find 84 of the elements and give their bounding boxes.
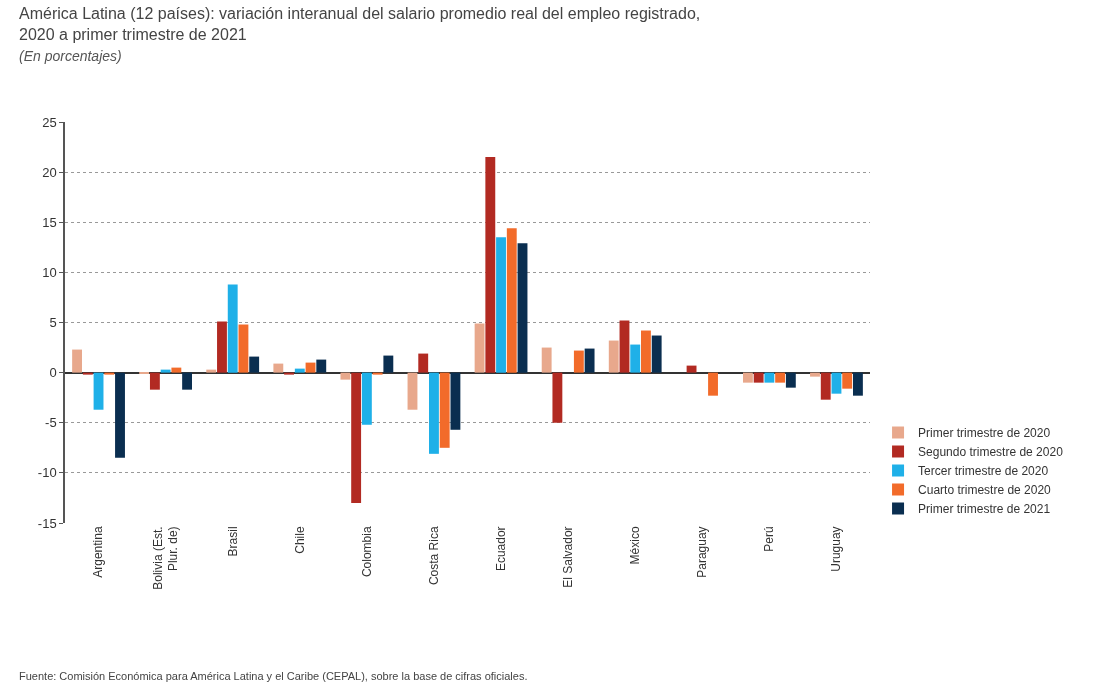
x-tick-label: Perú xyxy=(762,526,777,552)
x-tick-label: El Salvador xyxy=(561,526,576,588)
y-tick-label: 20 xyxy=(42,164,57,180)
bar xyxy=(630,344,641,373)
x-tick-label: Chile xyxy=(292,526,307,554)
bar xyxy=(831,372,842,394)
bar xyxy=(93,372,104,410)
bar xyxy=(552,372,563,423)
bar xyxy=(852,372,863,396)
bar xyxy=(351,372,362,503)
bar xyxy=(764,372,775,383)
x-tick-label: Colombia xyxy=(359,526,374,578)
chart-subtitle: (En porcentajes) xyxy=(19,48,122,64)
bar xyxy=(206,369,217,373)
bar xyxy=(372,372,383,375)
bar xyxy=(820,372,831,400)
bar xyxy=(842,372,853,389)
bar xyxy=(506,228,517,373)
bar xyxy=(517,243,528,373)
bar xyxy=(171,367,182,373)
bar xyxy=(785,372,796,388)
bar xyxy=(496,237,506,373)
legend-label: Cuarto trimestre de 2020 xyxy=(918,483,1052,498)
bar xyxy=(227,284,238,373)
x-tick-label: Bolivia (Est. Plur. de) xyxy=(150,526,181,590)
x-tick-label: Brasil xyxy=(225,526,240,557)
bar xyxy=(249,356,260,373)
y-tick-label: 5 xyxy=(49,315,57,331)
bar xyxy=(407,372,418,410)
source-note: Fuente: Comisión Económica para América Latina y el Caribe (CEPAL), sobre la base de cifras oficiales. xyxy=(19,670,528,682)
bar xyxy=(160,369,171,373)
legend-label: Primer trimestre de 2020 xyxy=(918,426,1051,441)
y-tick-label: -15 xyxy=(37,515,57,531)
bar xyxy=(708,372,718,396)
bar xyxy=(238,324,249,373)
bar xyxy=(429,372,439,454)
bar xyxy=(450,372,461,430)
y-tick-label: 15 xyxy=(42,214,57,230)
bar xyxy=(217,321,227,373)
bar xyxy=(82,372,93,375)
y-tick-label: 25 xyxy=(42,114,57,130)
bar xyxy=(439,372,450,448)
bar xyxy=(361,372,372,425)
bar xyxy=(810,372,820,377)
bar xyxy=(641,330,651,373)
bar xyxy=(474,323,485,373)
bar xyxy=(182,372,193,390)
bar xyxy=(305,362,316,373)
legend-label: Tercer trimestre de 2020 xyxy=(918,464,1049,479)
x-tick-label: Costa Rica xyxy=(426,526,441,586)
bar xyxy=(284,372,294,375)
y-tick-label: 0 xyxy=(49,365,57,381)
bar xyxy=(651,335,662,373)
x-tick-label: México xyxy=(628,526,643,565)
x-tick-label: Ecuador xyxy=(493,526,508,572)
bar xyxy=(485,157,496,373)
y-tick-label: -10 xyxy=(37,465,57,481)
bar xyxy=(149,372,160,390)
bar xyxy=(584,348,595,373)
bar xyxy=(104,372,115,375)
legend-label: Primer trimestre de 2021 xyxy=(918,502,1051,517)
bar xyxy=(775,372,786,383)
x-tick-label: Uruguay xyxy=(829,526,844,572)
bar xyxy=(72,349,83,373)
bar xyxy=(686,365,697,373)
bar xyxy=(383,355,394,373)
bar xyxy=(541,347,552,373)
bar xyxy=(340,372,351,380)
bar xyxy=(418,353,429,373)
y-tick-label: 10 xyxy=(42,264,57,280)
legend-label: Segundo trimestre de 2020 xyxy=(918,445,1064,460)
bar xyxy=(742,372,753,383)
chart-title: América Latina (12 países): variación interanual del salario promedio real del empleo registrado, 2020 a primer trimestre de 2021 xyxy=(19,5,701,43)
bar xyxy=(619,320,630,373)
bar xyxy=(573,350,584,373)
bar xyxy=(273,363,284,373)
y-tick-label: -5 xyxy=(45,415,57,431)
bar xyxy=(316,359,327,373)
bar xyxy=(294,368,305,373)
bar xyxy=(115,372,125,458)
x-tick-label: Paraguay xyxy=(695,526,710,578)
bar xyxy=(608,340,619,373)
bar xyxy=(753,372,764,383)
x-tick-label: Argentina xyxy=(91,526,106,578)
